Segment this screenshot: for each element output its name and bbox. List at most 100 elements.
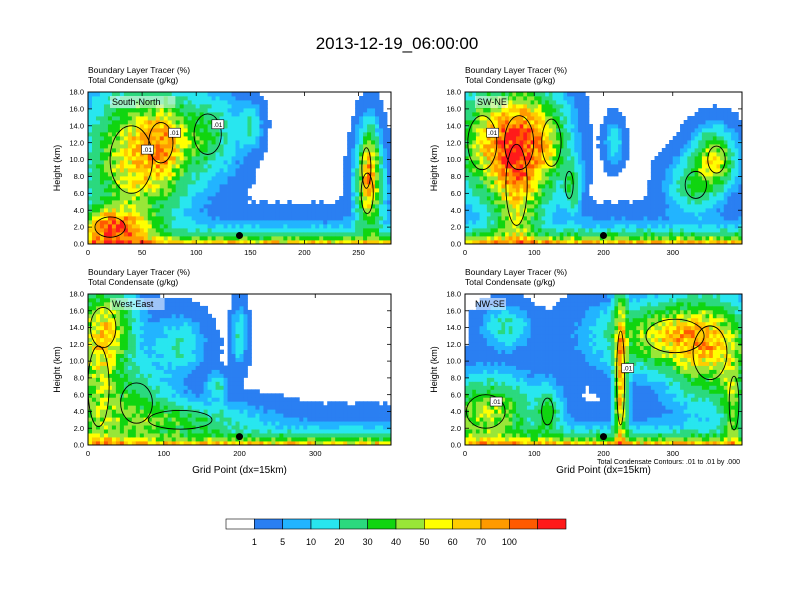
- heat-cell: [179, 140, 185, 145]
- heat-cell: [107, 132, 113, 137]
- heat-cell: [383, 208, 388, 213]
- heat-cell: [123, 196, 129, 201]
- heat-cell: [475, 236, 480, 241]
- heat-cell: [526, 200, 531, 205]
- heat-cell: [155, 116, 161, 121]
- heat-cell: [577, 128, 583, 133]
- heat-cell: [567, 180, 572, 185]
- heat-cell: [658, 180, 663, 185]
- heat-cell: [552, 164, 557, 169]
- heat-cell: [618, 200, 623, 205]
- heat-cell: [672, 164, 677, 169]
- heat-cell: [263, 120, 268, 125]
- heat-cell: [581, 164, 586, 169]
- heat-cell: [219, 144, 224, 149]
- heat-cell: [215, 144, 220, 149]
- heat-cell: [103, 216, 109, 221]
- heat-cell: [548, 160, 553, 165]
- heat-cell: [541, 212, 546, 217]
- heat-cell: [577, 220, 583, 225]
- heat-cell: [654, 236, 659, 241]
- heat-cell: [738, 200, 742, 205]
- heat-cell: [303, 240, 308, 244]
- heat-cell: [319, 200, 324, 205]
- heat-cell: [548, 192, 553, 197]
- heat-cell: [701, 144, 706, 149]
- heat-cell: [371, 228, 376, 233]
- heat-cell: [199, 212, 205, 217]
- heat-cell: [179, 220, 185, 225]
- heat-cell: [574, 188, 579, 193]
- heat-cell: [243, 164, 248, 169]
- heat-cell: [107, 349, 113, 354]
- heat-cell: [523, 192, 528, 197]
- heat-cell: [131, 120, 137, 125]
- heat-cell: [95, 96, 101, 101]
- heat-cell: [247, 136, 252, 141]
- heat-cell: [687, 128, 692, 133]
- heat-cell: [147, 156, 153, 161]
- heat-cell: [95, 321, 101, 327]
- heat-cell: [468, 116, 473, 121]
- heat-cell: [570, 236, 575, 241]
- heat-cell: [559, 220, 564, 225]
- heat-cell: [123, 208, 129, 213]
- heat-cell: [563, 92, 568, 97]
- heat-cell: [127, 192, 133, 197]
- heat-cell: [545, 228, 550, 233]
- heat-cell: [387, 220, 391, 225]
- heat-cell: [195, 188, 201, 193]
- heat-cell: [211, 204, 216, 209]
- heat-cell: [147, 232, 153, 237]
- heat-cell: [607, 120, 612, 125]
- heat-cell: [183, 204, 189, 209]
- heat-cell: [472, 240, 477, 244]
- heat-cell: [155, 192, 161, 197]
- heat-cell: [119, 116, 125, 121]
- heat-cell: [545, 124, 550, 129]
- heat-cell: [95, 401, 101, 406]
- heat-cell: [327, 216, 332, 221]
- heat-cell: [127, 204, 133, 209]
- heat-cell: [526, 128, 531, 133]
- y-tick-label: 8.0: [451, 172, 461, 181]
- heat-cell: [508, 112, 513, 117]
- heat-cell: [676, 200, 681, 205]
- heat-cell: [585, 136, 590, 141]
- heat-cell: [519, 216, 524, 221]
- heat-cell: [111, 156, 117, 161]
- heat-cell: [215, 220, 220, 225]
- heat-cell: [155, 196, 161, 201]
- heat-cell: [175, 204, 181, 209]
- heat-cell: [88, 152, 93, 157]
- heat-cell: [556, 176, 561, 181]
- heat-cell: [375, 208, 380, 213]
- heat-cell: [643, 208, 648, 213]
- heat-cell: [347, 160, 352, 165]
- heat-cell: [614, 120, 619, 125]
- heat-cell: [223, 156, 228, 161]
- heat-cell: [355, 136, 360, 141]
- heat-cell: [599, 124, 604, 129]
- heat-cell: [263, 124, 268, 129]
- heat-cell: [505, 160, 510, 165]
- panel-name-bg: [110, 96, 176, 108]
- heat-cell: [497, 192, 502, 197]
- heat-cell: [243, 148, 248, 153]
- heat-cell: [596, 136, 601, 141]
- heat-cell: [545, 240, 550, 244]
- heat-cell: [475, 92, 480, 97]
- heat-cell: [508, 96, 513, 101]
- heat-cell: [596, 212, 601, 217]
- heat-cell: [123, 224, 129, 229]
- heat-cell: [171, 120, 177, 125]
- heat-cell: [607, 140, 612, 145]
- heat-cell: [621, 164, 626, 169]
- heat-cell: [731, 204, 736, 209]
- heat-cell: [95, 305, 101, 311]
- heat-cell: [379, 232, 384, 237]
- heat-cell: [111, 192, 117, 197]
- heat-cell: [588, 132, 593, 137]
- heat-cell: [235, 144, 240, 149]
- heat-cell: [705, 224, 710, 229]
